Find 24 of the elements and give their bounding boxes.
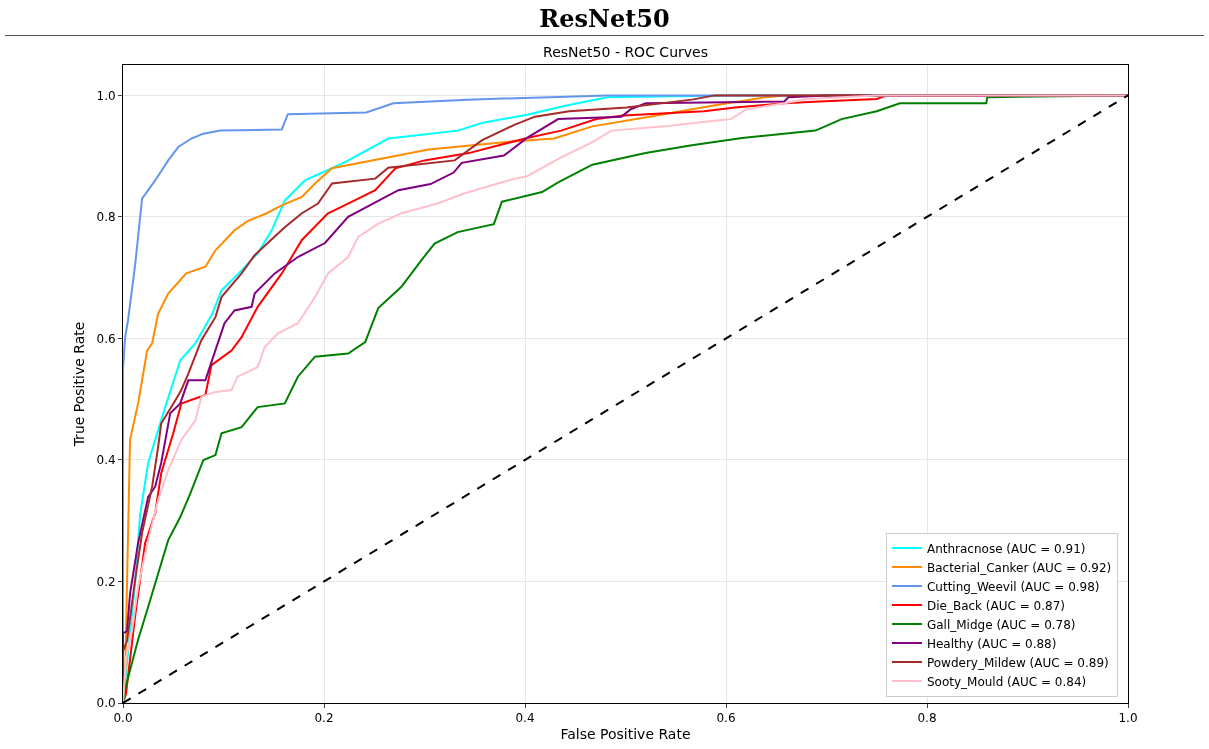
- legend-label: Anthracnose (AUC = 0.91): [926, 541, 1086, 556]
- x-tick-label: 0.4: [515, 711, 535, 726]
- x-tick-label: 0.2: [314, 711, 334, 726]
- y-tick-label: 1.0: [96, 88, 116, 103]
- x-tick-label: 0.8: [917, 711, 937, 726]
- x-axis-title: False Positive Rate: [560, 725, 691, 742]
- chart-title: ResNet50: [539, 3, 670, 35]
- y-tick-label: 0.0: [96, 696, 116, 711]
- legend-label: Die_Back (AUC = 0.87): [926, 598, 1065, 613]
- legend-label: Cutting_Weevil (AUC = 0.98): [926, 579, 1100, 594]
- legend-label: Healthy (AUC = 0.88): [926, 636, 1057, 651]
- y-tick-label: 0.4: [96, 453, 116, 468]
- legend-label: Sooty_Mould (AUC = 0.84): [926, 674, 1087, 689]
- chart-subtitle: ResNet50 - ROC Curves: [543, 43, 708, 60]
- y-tick-label: 0.6: [96, 331, 116, 346]
- x-tick-label: 0.6: [716, 711, 736, 726]
- legend-label: Powdery_Mildew (AUC = 0.89): [926, 655, 1109, 670]
- legend-label: Gall_Midge (AUC = 0.78): [926, 617, 1076, 632]
- legend-label: Bacterial_Canker (AUC = 0.92): [926, 560, 1112, 575]
- x-tick-label: 0.0: [113, 711, 133, 726]
- y-axis-title: True Positive Rate: [71, 321, 88, 448]
- x-tick-label: 1.0: [1118, 711, 1138, 726]
- y-tick-label: 0.2: [96, 574, 116, 589]
- y-tick-label: 0.8: [96, 210, 116, 225]
